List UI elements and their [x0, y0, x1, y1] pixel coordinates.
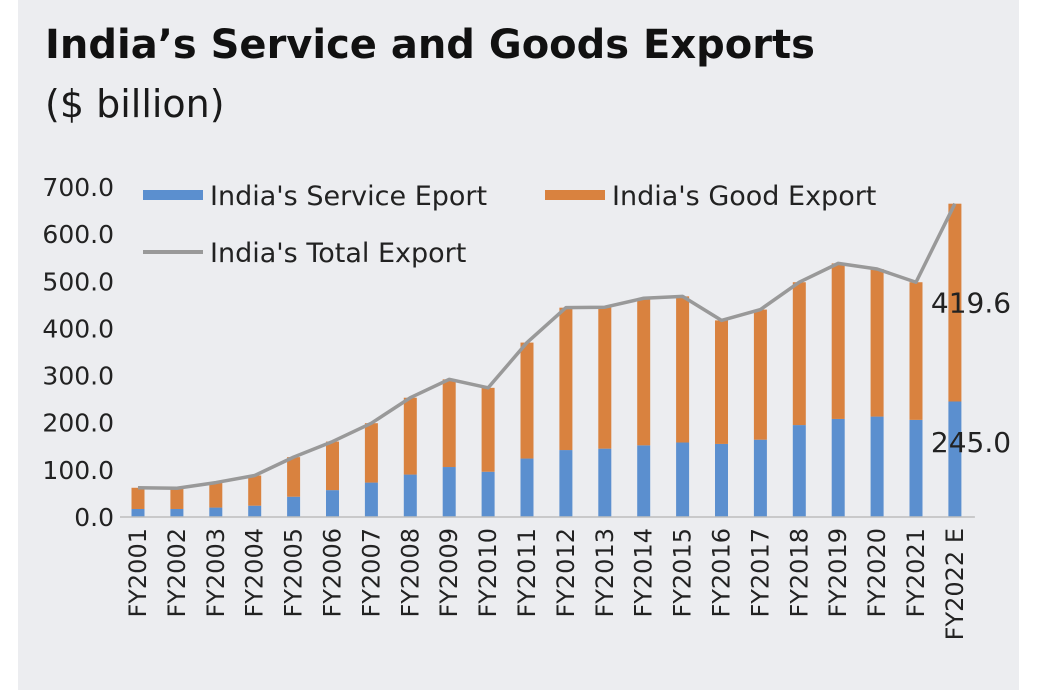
service-export-bar	[753, 439, 767, 517]
goods-export-bar	[831, 263, 845, 419]
y-tick-label: 200.0	[42, 409, 114, 438]
x-tick-label: FY2011	[513, 528, 541, 618]
y-tick-label: 100.0	[42, 456, 114, 485]
legend-label: India's Good Export	[612, 181, 876, 212]
service-export-bar	[909, 419, 923, 517]
service-export-bar	[170, 508, 184, 517]
total-export-line	[137, 202, 957, 490]
y-tick-label: 700.0	[42, 173, 114, 202]
service-export-bar	[209, 507, 223, 517]
x-tick-label: FY2001	[124, 528, 152, 618]
service-export-bar	[287, 496, 301, 517]
x-tick-label: FY2022 E	[941, 528, 969, 640]
service-export-bar	[715, 443, 728, 517]
goods-export-bar	[364, 423, 378, 483]
service-export-bar	[248, 505, 262, 517]
service-export-bar	[559, 450, 573, 517]
legend-swatch	[545, 190, 605, 200]
goods-export-bar	[481, 387, 495, 472]
goods-export-bar	[442, 379, 456, 468]
goods-export-bar	[792, 282, 806, 426]
y-tick-label: 500.0	[42, 267, 114, 296]
goods-export-bar	[131, 487, 145, 509]
x-tick-label: FY2016	[708, 528, 736, 618]
x-tick-label: FY2021	[902, 528, 930, 618]
legend: India's Service Eport India's Good Export…	[143, 181, 876, 269]
goods-export-bar	[520, 342, 534, 459]
goods-export-bar	[170, 488, 184, 509]
chart-panel	[18, 0, 1019, 690]
x-tick-label: FY2009	[435, 528, 463, 618]
x-tick-label: FY2013	[591, 528, 619, 618]
x-tick-label: FY2010	[474, 528, 502, 618]
bars-layer	[131, 203, 962, 517]
goods-export-bar	[715, 320, 728, 444]
goods-export-bar	[287, 457, 301, 497]
goods-export-bar	[403, 397, 417, 475]
x-axis: FY2001 FY2002 FY2003 FY2004 FY2005 FY2006 FY20…	[120, 516, 975, 640]
data-labels-layer: 419.6 245.0	[931, 287, 1011, 459]
goods-export-bar	[909, 282, 923, 420]
data-label: 245.0	[931, 426, 1011, 459]
x-tick-label: FY2005	[280, 528, 308, 618]
legend-label: India's Service Eport	[210, 181, 487, 212]
service-export-bar	[637, 445, 651, 517]
service-export-bar	[403, 474, 417, 517]
total-line-layer	[137, 202, 957, 490]
service-export-bar	[948, 401, 962, 517]
service-export-bar	[442, 467, 456, 517]
data-label: 419.6	[931, 287, 1011, 320]
x-tick-label: FY2014	[630, 528, 658, 618]
x-tick-label: FY2007	[357, 528, 385, 618]
goods-export-bar	[753, 309, 767, 440]
goods-export-bar	[676, 296, 690, 443]
x-tick-label: FY2017	[746, 528, 774, 618]
goods-export-bar	[870, 269, 884, 417]
service-export-bar	[676, 442, 690, 517]
goods-export-bar	[598, 307, 612, 449]
goods-export-bar	[637, 298, 651, 446]
x-tick-label: FY2006	[319, 528, 347, 618]
goods-export-bar	[326, 441, 339, 491]
service-export-bar	[481, 471, 495, 517]
service-export-bar	[792, 425, 806, 517]
legend-swatch	[143, 190, 203, 200]
x-tick-label: FY2004	[241, 528, 269, 618]
y-tick-label: 300.0	[42, 362, 114, 391]
x-tick-label: FY2002	[163, 528, 191, 618]
service-export-bar	[131, 508, 145, 517]
y-tick-label: 0.0	[74, 503, 114, 532]
x-tick-label: FY2003	[202, 528, 230, 618]
y-tick-label: 600.0	[42, 220, 114, 249]
chart-subtitle: ($ billion)	[45, 82, 225, 126]
x-tick-label: FY2015	[669, 528, 697, 618]
goods-export-bar	[248, 475, 262, 506]
service-export-bar	[831, 418, 845, 517]
service-export-bar	[520, 458, 534, 517]
x-tick-label: FY2012	[552, 528, 580, 618]
x-tick-label: FY2008	[396, 528, 424, 618]
goods-export-bar	[559, 307, 573, 451]
chart-title: India’s Service and Goods Exports	[45, 22, 815, 68]
y-axis: 0.0 100.0 200.0 300.0 400.0 500.0 600.0 700.0	[42, 173, 114, 532]
service-export-bar	[326, 490, 339, 517]
x-tick-label: FY2018	[785, 528, 813, 618]
goods-export-bar	[948, 203, 962, 402]
x-tick-label: FY2019	[824, 528, 852, 618]
service-export-bar	[364, 482, 378, 517]
x-tick-label: FY2020	[863, 528, 891, 618]
legend-label: India's Total Export	[210, 238, 466, 269]
service-export-bar	[870, 416, 884, 517]
y-tick-label: 400.0	[42, 314, 114, 343]
goods-export-bar	[209, 482, 223, 508]
service-export-bar	[598, 448, 612, 517]
